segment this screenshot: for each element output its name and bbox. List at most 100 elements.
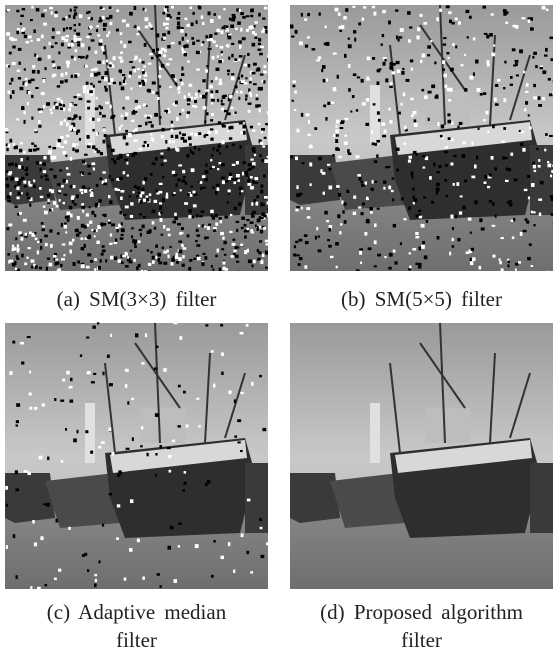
noise-dot xyxy=(469,16,472,19)
noise-dot xyxy=(64,119,66,122)
noise-dot xyxy=(376,154,378,157)
noise-dot xyxy=(68,117,72,120)
noise-dot xyxy=(35,87,38,89)
noise-dot xyxy=(178,257,182,261)
noise-dot xyxy=(179,41,181,44)
noise-dot xyxy=(143,199,146,202)
noise-dot xyxy=(103,52,106,55)
noise-dot xyxy=(56,262,59,265)
noise-dot xyxy=(346,190,349,193)
noise-dot xyxy=(52,75,55,77)
noise-dot xyxy=(122,20,126,23)
noise-dot xyxy=(74,96,77,98)
noise-dot xyxy=(373,103,376,105)
noise-dot xyxy=(484,33,488,35)
noise-dot xyxy=(139,85,142,87)
noise-dot xyxy=(156,92,159,95)
noise-dot xyxy=(419,216,422,219)
noise-dot xyxy=(16,575,18,579)
noise-dot xyxy=(494,167,497,170)
noise-dot xyxy=(224,110,228,112)
noise-dot xyxy=(205,93,207,95)
noise-dot xyxy=(248,260,252,264)
noise-dot xyxy=(402,68,404,70)
noise-dot xyxy=(10,163,14,166)
noise-dot xyxy=(479,218,482,222)
noise-dot xyxy=(491,13,494,15)
noise-dot xyxy=(159,85,162,87)
noise-dot xyxy=(89,221,92,224)
noise-dot xyxy=(323,192,325,195)
noise-dot xyxy=(181,73,184,76)
noise-dot xyxy=(296,206,300,208)
noise-dot xyxy=(102,16,105,19)
noise-dot xyxy=(416,36,419,40)
noise-dot xyxy=(255,182,259,184)
noise-dot xyxy=(99,177,102,180)
noise-dot xyxy=(187,103,190,105)
noise-dot xyxy=(126,24,129,27)
noise-dot xyxy=(249,91,251,94)
noise-dot xyxy=(12,62,16,65)
noise-dot xyxy=(125,265,129,268)
noise-dot xyxy=(42,228,46,231)
noise-dot xyxy=(72,148,74,151)
noise-dot xyxy=(335,129,338,133)
noise-dot xyxy=(137,27,140,31)
noise-dot xyxy=(30,19,33,21)
noise-dot xyxy=(215,77,218,81)
noise-dot xyxy=(267,111,268,114)
noise-dot xyxy=(110,234,112,237)
noise-dot xyxy=(385,78,388,82)
noise-dot xyxy=(155,474,157,476)
noise-dot xyxy=(145,17,149,21)
noise-dot xyxy=(19,62,21,65)
noise-dot xyxy=(110,78,113,82)
noise-dot xyxy=(136,266,139,270)
noise-dot xyxy=(116,227,119,229)
noise-dot xyxy=(149,193,151,196)
noise-dot xyxy=(260,142,263,145)
noise-dot xyxy=(243,125,246,129)
noise-dot xyxy=(87,145,90,148)
noise-dot xyxy=(257,228,259,231)
noise-dot xyxy=(110,334,112,337)
noise-dot xyxy=(21,107,24,110)
noise-dot xyxy=(250,25,254,29)
noise-dot xyxy=(91,381,95,383)
figure-page: (a) SM(3×3) filter (b) SM(5×5) filter (c… xyxy=(0,0,553,658)
noise-dot xyxy=(58,139,62,142)
noise-dot xyxy=(520,143,523,146)
noise-dot xyxy=(109,493,112,496)
noise-dot xyxy=(6,184,9,188)
noise-dot xyxy=(202,41,204,43)
noise-dot xyxy=(145,9,147,12)
noise-dot xyxy=(358,206,361,208)
noise-dot xyxy=(142,61,145,64)
noise-dot xyxy=(90,260,93,263)
noise-dot xyxy=(128,75,131,78)
noise-dot xyxy=(164,110,168,112)
noise-dot xyxy=(94,235,96,237)
noise-dot xyxy=(520,232,523,236)
noise-dot xyxy=(294,109,296,111)
noise-dot xyxy=(229,137,232,139)
noise-dot xyxy=(102,245,105,247)
noise-dot xyxy=(217,55,219,57)
noise-dot xyxy=(41,92,45,95)
noise-dot xyxy=(120,237,124,240)
noise-dot xyxy=(359,248,363,250)
noise-dot xyxy=(479,266,482,270)
noise-dot xyxy=(206,112,208,115)
noise-dot xyxy=(329,228,331,232)
noise-dot xyxy=(421,89,424,92)
noise-dot xyxy=(423,167,426,169)
noise-dot xyxy=(108,220,110,222)
noise-dot xyxy=(197,257,201,261)
noise-dot xyxy=(23,111,25,115)
noise-dot xyxy=(87,135,90,139)
noise-dot xyxy=(19,212,22,215)
noise-dot xyxy=(53,201,56,205)
noise-dot xyxy=(144,270,148,271)
noise-dot xyxy=(96,241,99,244)
